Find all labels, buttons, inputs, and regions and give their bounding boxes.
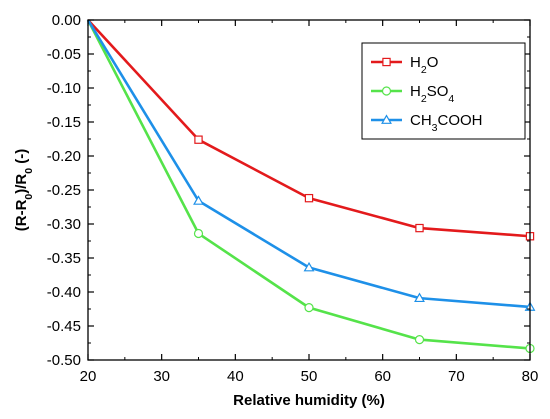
data-point [304, 193, 314, 203]
x-tick-label: 40 [227, 368, 244, 385]
legend-label: H2O [410, 54, 438, 76]
series-ch3cooh [86, 19, 536, 311]
legend-entry: H2O [371, 54, 438, 76]
y-tick-label: 0.00 [52, 12, 81, 29]
legend-label: CH3COOH [410, 112, 483, 134]
x-tick-label: 20 [80, 368, 97, 385]
x-tick-label: 30 [153, 368, 170, 385]
data-point [414, 335, 425, 345]
legend-marker [381, 86, 392, 96]
legend-marker [382, 57, 391, 67]
y-tick-label: -0.30 [47, 216, 81, 233]
y-tick-label: -0.10 [47, 80, 81, 97]
x-tick-label: 80 [522, 368, 539, 385]
y-tick-label: -0.15 [47, 114, 81, 131]
data-point [415, 223, 424, 233]
series-h2so4 [86, 19, 535, 354]
y-tick-label: -0.50 [47, 352, 81, 369]
data-point [193, 228, 204, 239]
x-tick-label: 60 [374, 368, 391, 385]
axes: 20 30 40 50 60 70 80 0.00 -0.05 -0.10 -0.15 -0.20 -0… [47, 12, 539, 385]
x-tick-label: 50 [301, 368, 318, 385]
data-point [303, 261, 315, 272]
legend-entry: H2SO4 [371, 83, 454, 105]
x-tick-label: 70 [448, 368, 465, 385]
x-axis-title: Relative humidity (%) [233, 392, 385, 409]
data-point [194, 135, 203, 144]
data-point [304, 303, 314, 313]
legend-label: H2SO4 [410, 83, 454, 105]
legend-entry: CH3COOH [371, 112, 483, 134]
y-axis-title: (R-R0)/R0 (-) [13, 149, 35, 232]
y-tick-label: -0.05 [47, 46, 81, 63]
y-tick-label: -0.35 [47, 250, 81, 267]
legend-marker [381, 114, 392, 124]
y-tick-label: -0.40 [47, 284, 81, 301]
data-point [414, 292, 425, 303]
y-tick-label: -0.20 [47, 148, 81, 165]
data-point [193, 195, 204, 205]
y-tick-label: -0.25 [47, 182, 81, 199]
legend: H2O H2SO4 CH3COOH [361, 42, 526, 140]
series-group [86, 19, 536, 354]
y-tick-label: -0.45 [47, 318, 81, 335]
